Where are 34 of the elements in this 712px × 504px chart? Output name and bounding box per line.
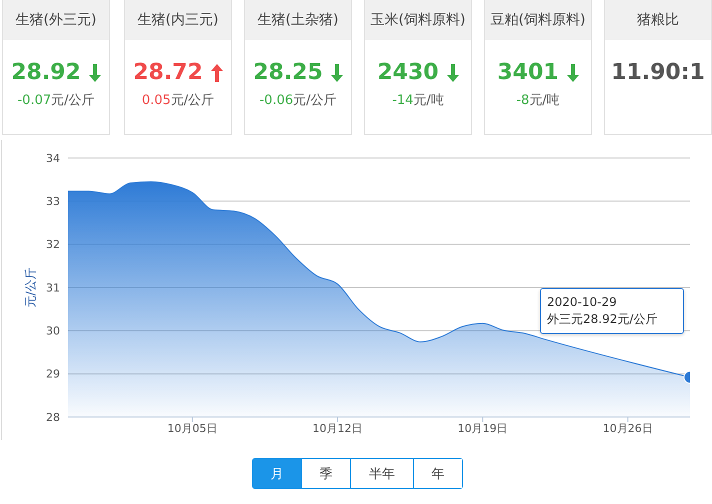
text: 半年 (350, 459, 413, 488)
category-label: 生猪(内三元) (125, 0, 231, 40)
x-tick-label: 10月12日 (312, 422, 363, 435)
text: -0.07元/公斤 (16, 92, 96, 109)
y-tick-label: 30 (46, 324, 60, 338)
category-label: 生猪(外三元) (3, 0, 109, 40)
y-axis-title: 元/公斤 (23, 267, 38, 308)
text: 28.72 (133, 60, 203, 85)
category-label: 生猪(土杂猪) (245, 0, 351, 40)
x-tick-label: 10月19日 (458, 422, 508, 435)
text: -14元/吨 (391, 92, 445, 109)
text: 28.92 (11, 60, 81, 85)
category-label: 猪粮比 (605, 0, 711, 40)
text: -0.06元/公斤 (258, 92, 338, 109)
y-tick-label: 33 (46, 195, 60, 208)
y-tick-label: 34 (46, 152, 60, 165)
text: 2430 (377, 60, 439, 85)
y-tick-label: 29 (46, 368, 60, 381)
x-tick-label: 10月05日 (167, 422, 218, 435)
x-tick-label: 10月26日 (602, 422, 653, 435)
annotation: 2020-10-29 外三元28.92元/公斤 (540, 288, 684, 334)
text: 11.90:1 (611, 60, 705, 85)
text: 月 (253, 459, 301, 488)
text: 3401 (497, 60, 559, 85)
y-tick-label: 32 (46, 238, 60, 252)
y-tick-label: 28 (46, 410, 60, 424)
text: 季 (301, 459, 350, 488)
category-label: 豆粕(饲料原料) (485, 0, 591, 40)
text: 28.25 (253, 60, 323, 85)
text: -8元/吨 (515, 92, 561, 109)
text: 年 (413, 459, 462, 488)
text: 0.05元/公斤 (140, 92, 216, 109)
y-tick-label: 31 (46, 281, 60, 294)
category-label: 玉米(饲料原料) (365, 0, 471, 40)
